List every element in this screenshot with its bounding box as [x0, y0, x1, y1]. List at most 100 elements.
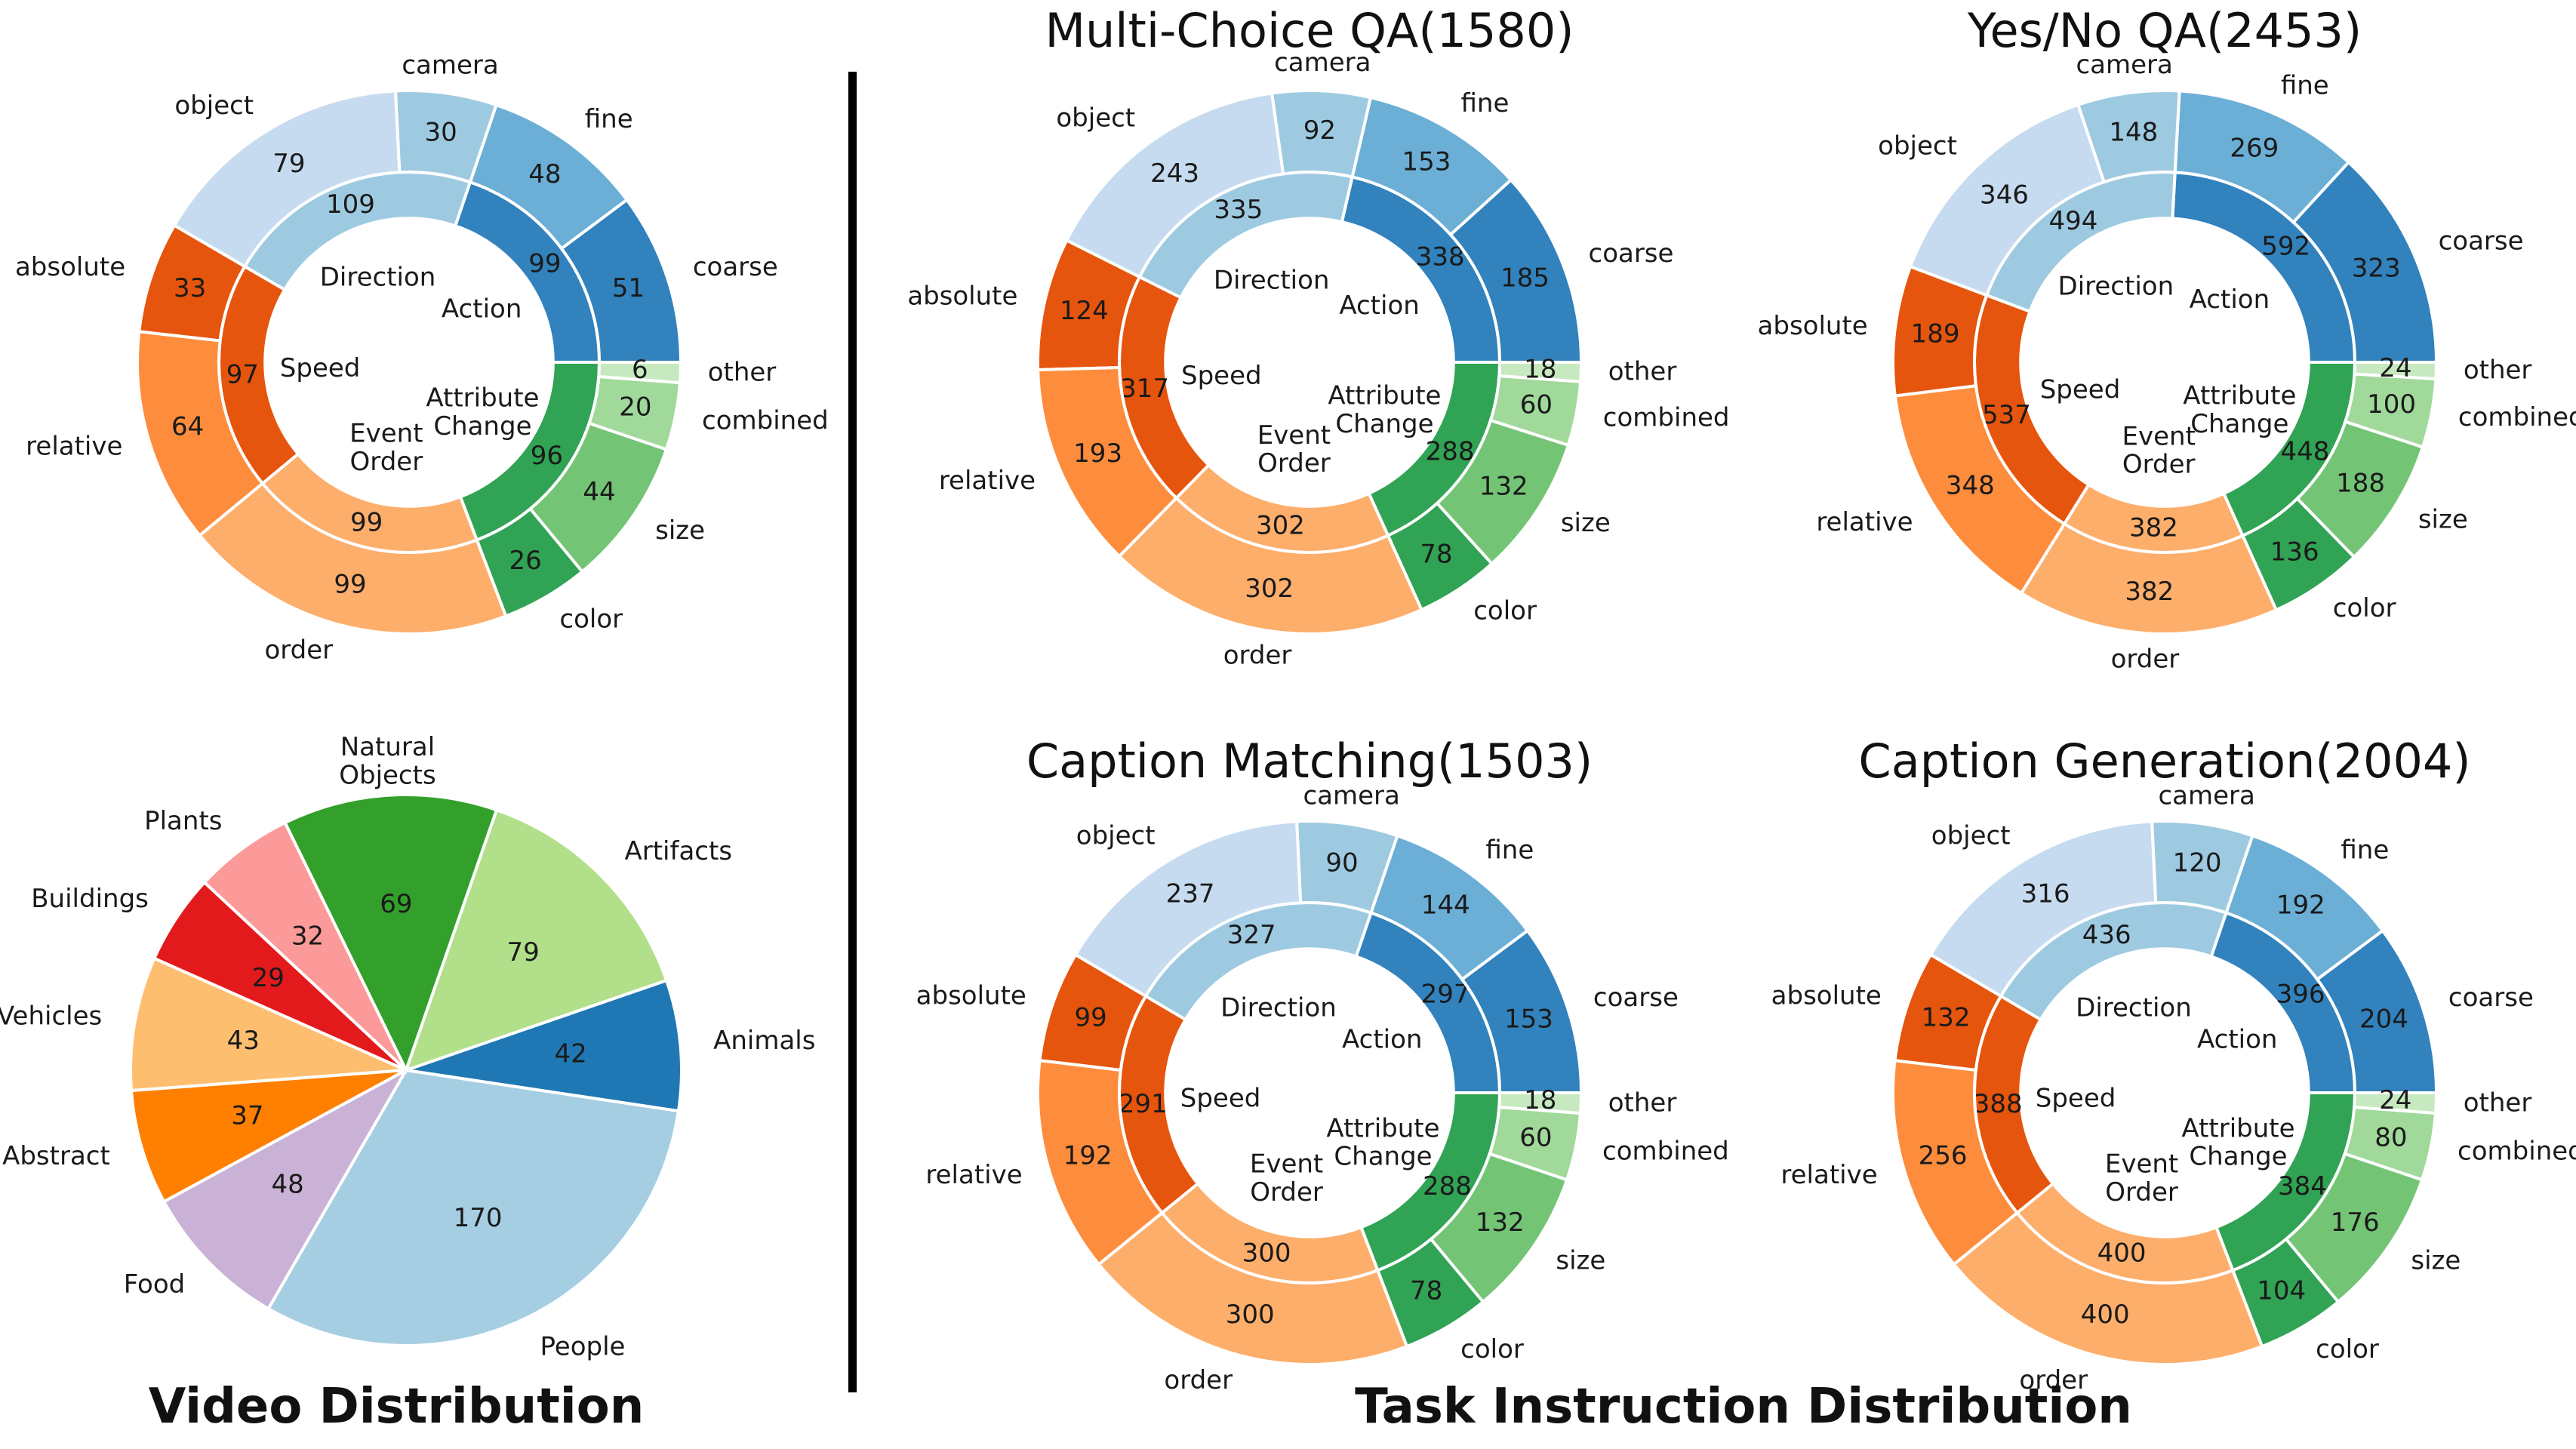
outer-wedge-other — [2353, 361, 2439, 381]
inner-label-direction: Direction — [1220, 993, 1337, 1023]
pie-label-plants: Plants — [144, 806, 222, 836]
pie-slice-natural-objects — [282, 792, 499, 1075]
inner-label-attribute-change: Attribute Change — [426, 383, 539, 441]
outer-label-camera: camera — [402, 50, 498, 80]
outer-wedge-other — [1497, 361, 1583, 383]
outer-value-order: 99 — [334, 569, 366, 599]
outer-label-camera: camera — [2076, 50, 2172, 80]
pie-value-food: 48 — [272, 1169, 304, 1199]
inner-label-event-order: Event Order — [349, 418, 423, 476]
outer-value-other: 6 — [632, 355, 648, 385]
outer-value-coarse: 51 — [612, 273, 645, 303]
pie-label-animals: Animals — [713, 1026, 815, 1056]
outer-label-relative: relative — [26, 431, 122, 461]
outer-label-absolute: absolute — [907, 281, 1017, 312]
inner-value-action: 396 — [2276, 980, 2325, 1010]
outer-value-relative: 193 — [1073, 438, 1122, 469]
pie-chart-0: 170 People 42 Animals 79 Artifacts 69 Natural Ob… — [0, 732, 815, 1362]
outer-label-coarse: coarse — [2448, 983, 2534, 1013]
pie-label-vehicles: Vehicles — [0, 1001, 102, 1032]
outer-value-object: 316 — [2021, 878, 2070, 909]
caption-task-instruction-distribution: Task Instruction Distribution — [1355, 1379, 2132, 1435]
outer-label-other: other — [2464, 1088, 2532, 1118]
outer-value-order: 400 — [2081, 1300, 2130, 1330]
outer-value-camera: 30 — [425, 117, 457, 147]
outer-value-other: 18 — [1524, 354, 1556, 384]
inner-label-speed: Speed — [2040, 375, 2121, 405]
outer-value-relative: 348 — [1946, 471, 1995, 501]
donut-chart-3: Yes/No QA(2453) 592 Action 494 Direction 537 S… — [1758, 3, 2576, 675]
outer-value-color: 104 — [2257, 1276, 2306, 1306]
outer-label-order: order — [2019, 1365, 2088, 1395]
outer-value-color: 26 — [509, 546, 541, 576]
outer-value-coarse: 185 — [1500, 263, 1550, 293]
inner-label-speed: Speed — [1180, 1083, 1261, 1113]
inner-label-event-order: Event Order — [2122, 421, 2196, 479]
pie-value-vehicles: 43 — [227, 1026, 260, 1056]
outer-value-other: 24 — [2379, 353, 2411, 383]
pie-slice-abstract — [129, 1069, 407, 1204]
outer-value-object: 237 — [1166, 878, 1215, 909]
pie-label-abstract: Abstract — [2, 1141, 110, 1171]
outer-label-color: color — [2316, 1334, 2379, 1364]
inner-label-attribute-change: Attribute Change — [1328, 380, 1441, 438]
outer-value-relative: 192 — [1063, 1141, 1113, 1171]
inner-value-speed: 388 — [1974, 1089, 2023, 1119]
outer-value-combined: 60 — [1520, 390, 1553, 420]
outer-label-size: size — [1556, 1246, 1605, 1276]
inner-value-action: 592 — [2261, 231, 2310, 261]
outer-value-coarse: 153 — [1504, 1004, 1553, 1034]
outer-label-combined: combined — [2458, 1136, 2576, 1166]
inner-value-attribute-change: 288 — [1423, 1171, 1472, 1201]
outer-label-fine: fine — [2281, 71, 2329, 101]
outer-label-other: other — [1608, 357, 1677, 387]
outer-value-camera: 92 — [1303, 115, 1336, 146]
outer-value-object: 243 — [1150, 158, 1199, 189]
inner-value-speed: 537 — [1982, 400, 2031, 430]
inner-label-action: Action — [2197, 1025, 2277, 1055]
donut-chart-4: Caption Matching(1503) 297 Action 327 Direct… — [916, 734, 1729, 1395]
outer-value-size: 188 — [2336, 469, 2385, 499]
outer-value-object: 79 — [272, 149, 305, 179]
chart-title: Multi-Choice QA(1580) — [1045, 3, 1574, 58]
outer-label-order: order — [1164, 1365, 1233, 1395]
pie-value-people: 170 — [454, 1203, 503, 1233]
outer-value-order: 300 — [1226, 1300, 1275, 1330]
pie-label-people: People — [540, 1332, 626, 1362]
outer-label-fine: fine — [585, 104, 633, 134]
outer-label-object: object — [1076, 820, 1156, 851]
pie-label-natural-objects: Natural Objects — [339, 732, 435, 790]
inner-label-speed: Speed — [2036, 1083, 2116, 1113]
outer-value-color: 136 — [2270, 537, 2319, 567]
outer-label-fine: fine — [1460, 88, 1509, 118]
outer-label-combined: combined — [2458, 402, 2576, 432]
chart-title: Caption Generation(2004) — [1858, 734, 2470, 789]
donut-chart-5: Caption Generation(2004) 396 Action 436 Dire… — [1771, 734, 2576, 1395]
outer-label-coarse: coarse — [693, 252, 778, 282]
outer-value-combined: 100 — [2367, 389, 2416, 420]
outer-label-color: color — [1460, 1334, 1524, 1364]
outer-label-absolute: absolute — [916, 981, 1026, 1011]
outer-label-relative: relative — [925, 1160, 1022, 1190]
outer-label-relative: relative — [1780, 1160, 1877, 1190]
inner-label-speed: Speed — [280, 353, 361, 383]
outer-label-absolute: absolute — [15, 252, 125, 282]
outer-value-fine: 153 — [1402, 147, 1451, 177]
outer-label-size: size — [2418, 504, 2468, 534]
outer-value-camera: 120 — [2173, 848, 2222, 878]
outer-label-object: object — [1931, 820, 2011, 851]
outer-label-size: size — [655, 515, 705, 546]
inner-value-event-order: 302 — [1256, 511, 1305, 541]
inner-label-event-order: Event Order — [1250, 1149, 1323, 1207]
pie-value-artifacts: 79 — [506, 937, 539, 968]
outer-value-fine: 144 — [1421, 890, 1470, 920]
inner-value-event-order: 382 — [2129, 512, 2178, 543]
inner-label-attribute-change: Attribute Change — [1326, 1113, 1439, 1171]
pie-value-natural-objects: 69 — [380, 889, 412, 919]
outer-label-order: order — [2111, 645, 2180, 675]
outer-label-size: size — [1561, 508, 1611, 538]
inner-label-direction: Direction — [1214, 265, 1330, 295]
outer-wedge-order — [1952, 1211, 2264, 1366]
inner-value-direction: 327 — [1227, 920, 1276, 950]
